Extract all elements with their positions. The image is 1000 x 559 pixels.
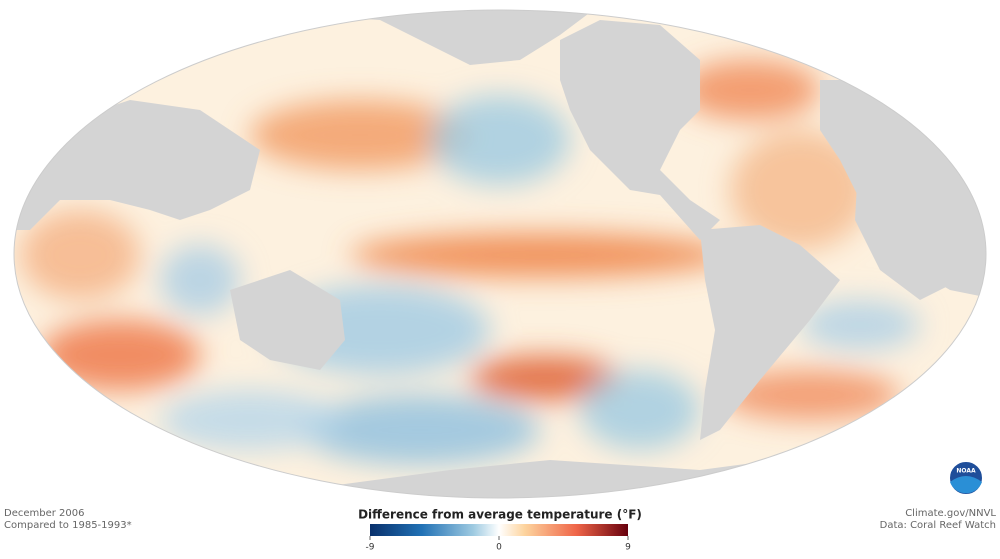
legend: Difference from average temperature (°F)… [358,508,642,553]
source: Climate.gov/NNVL [905,508,996,519]
colorbar-tick-label: 9 [625,543,631,553]
noaa-logo: NOAA [948,460,984,496]
data-credit: Data: Coral Reef Watch [880,520,996,531]
colorbar-tick-label: 0 [496,543,502,553]
anomaly-field [20,60,920,465]
colorbar [370,524,628,536]
globe-outline [13,9,987,499]
colorbar-tick-label: -9 [366,543,375,553]
baseline: Compared to 1985-1993* [4,520,132,531]
logo-label: NOAA [956,468,976,475]
legend-title: Difference from average temperature (°F) [358,508,642,522]
date: December 2006 [4,508,84,519]
